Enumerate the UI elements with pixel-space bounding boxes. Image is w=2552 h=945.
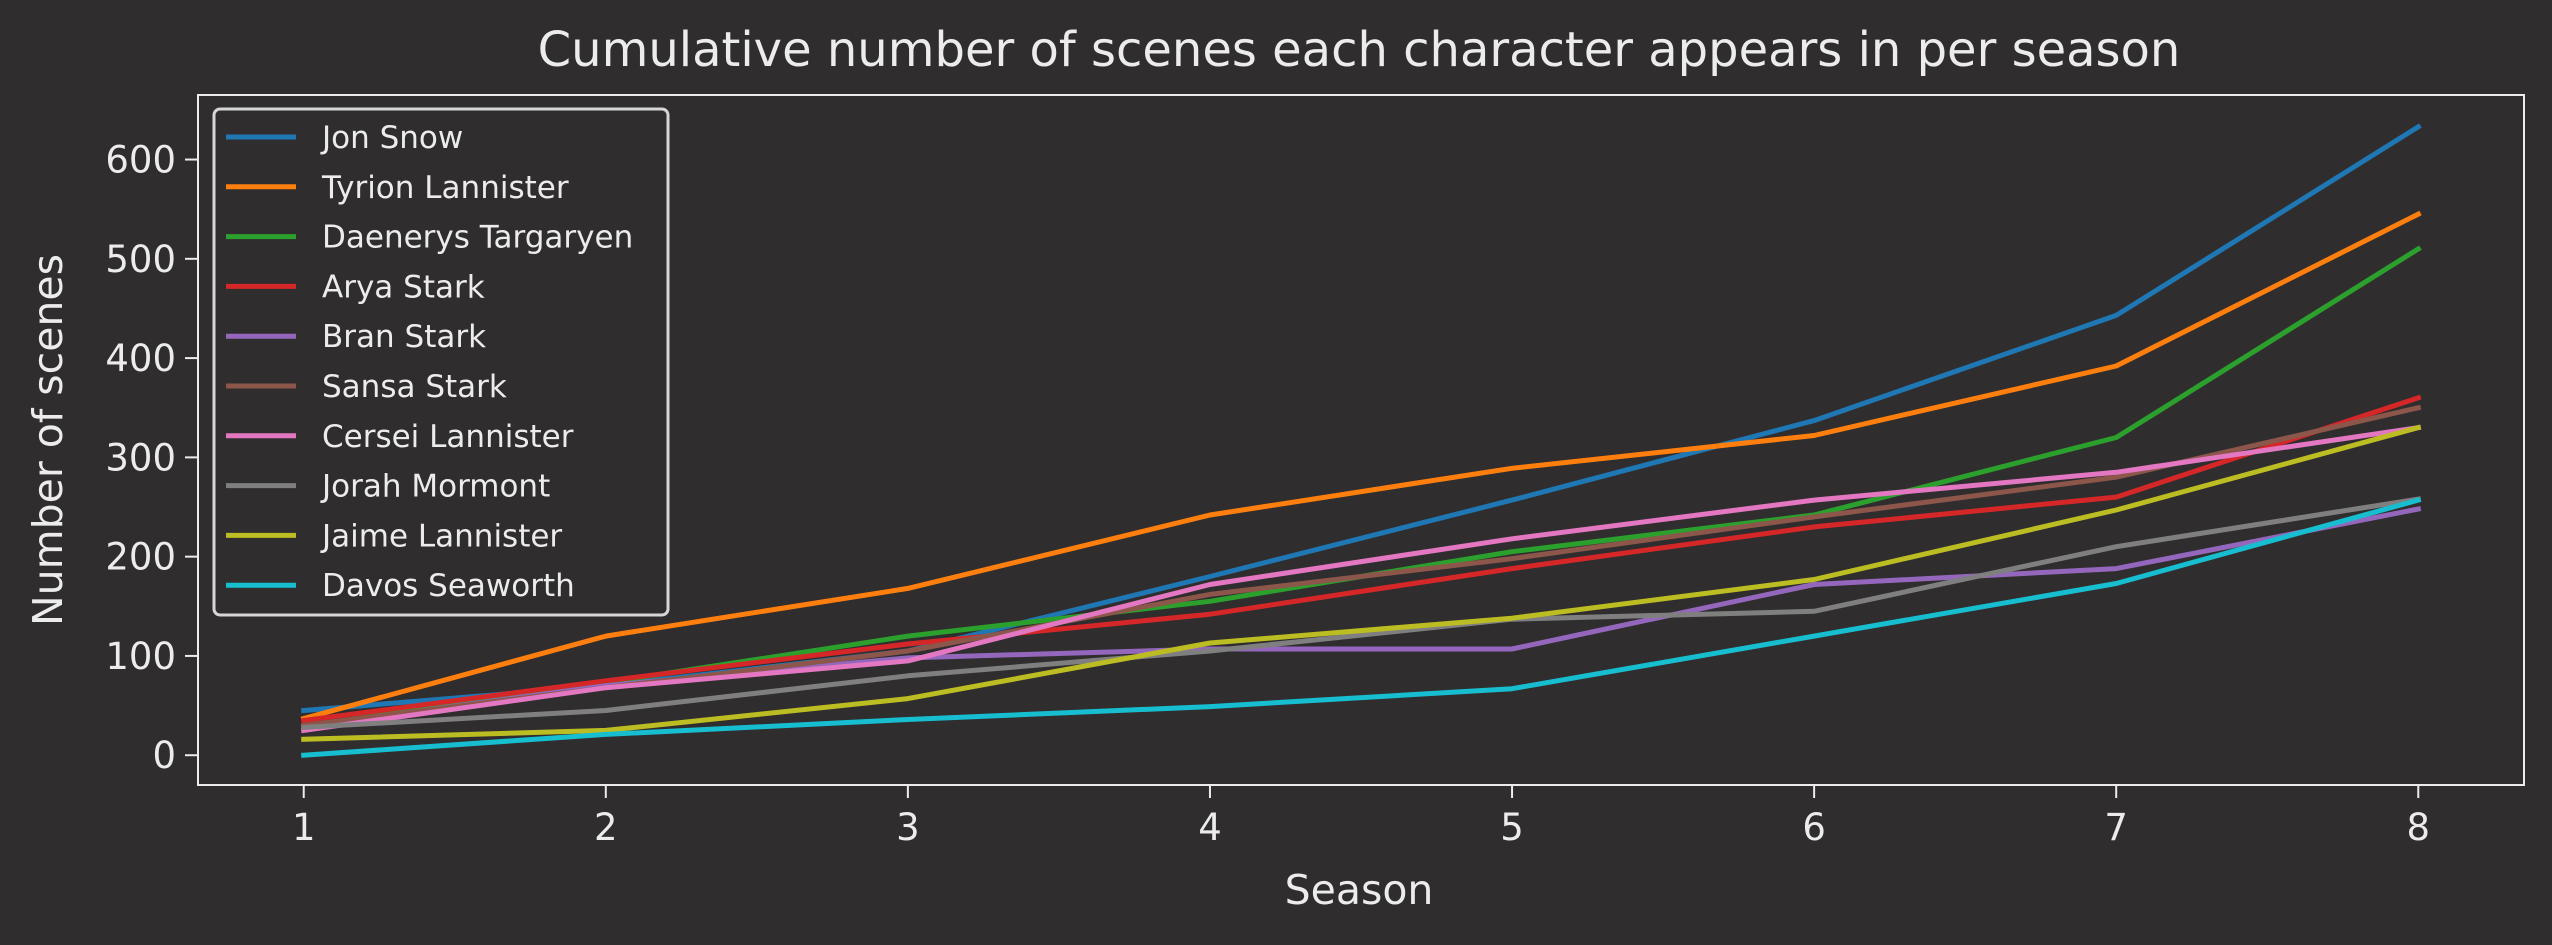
x-tick-label: 5 bbox=[1500, 806, 1524, 849]
x-tick-label: 3 bbox=[896, 806, 920, 849]
plot-frame bbox=[197, 94, 2525, 786]
series-line-6 bbox=[300, 424, 2422, 734]
series-lines bbox=[300, 123, 2422, 758]
legend-entry: Jaime Lannister bbox=[320, 518, 562, 554]
x-tick-label: 7 bbox=[2104, 806, 2128, 849]
y-axis-label: Number of scenes bbox=[24, 254, 72, 626]
x-tick-label: 2 bbox=[594, 806, 618, 849]
x-tick-label: 1 bbox=[292, 806, 316, 849]
series-line-7 bbox=[301, 496, 2422, 731]
x-tick-label: 6 bbox=[1802, 806, 1826, 849]
legend-entry: Daenerys Targaryen bbox=[322, 220, 633, 256]
y-tick-label: 100 bbox=[105, 635, 176, 678]
y-tick-label: 500 bbox=[105, 238, 176, 281]
y-tick-label: 200 bbox=[105, 536, 176, 579]
legend-entry: Jon Snow bbox=[320, 120, 463, 156]
x-tick-label: 8 bbox=[2406, 806, 2430, 849]
legend-entry: Jorah Mormont bbox=[320, 469, 550, 505]
legend-frame bbox=[212, 107, 670, 617]
legend-entry: Davos Seaworth bbox=[322, 568, 575, 604]
series-line-8 bbox=[301, 424, 2422, 742]
x-tick-label: 4 bbox=[1198, 806, 1222, 849]
legend-entry: Cersei Lannister bbox=[322, 419, 574, 455]
series-line-3 bbox=[300, 394, 2422, 724]
legend-entry: Tyrion Lannister bbox=[321, 170, 569, 206]
y-axis: 0 100 200 300 400 500 600 bbox=[105, 139, 198, 777]
y-tick-label: 300 bbox=[105, 436, 176, 479]
series-line-1 bbox=[300, 210, 2422, 722]
legend: Jon Snow Tyrion Lannister Daenerys Targary… bbox=[212, 107, 670, 617]
legend-entry: Bran Stark bbox=[322, 319, 486, 355]
y-tick-label: 400 bbox=[105, 337, 176, 380]
chart-title: Cumulative number of scenes each charact… bbox=[538, 22, 2181, 78]
x-axis: 1 2 3 4 5 6 7 8 bbox=[292, 785, 2430, 849]
legend-entry: Arya Stark bbox=[322, 269, 485, 305]
y-tick-label: 0 bbox=[152, 734, 176, 777]
x-axis-label: Season bbox=[1285, 866, 1434, 914]
series-line-9 bbox=[301, 497, 2422, 758]
plot-area bbox=[197, 94, 2525, 786]
y-tick-label: 600 bbox=[105, 139, 176, 182]
legend-entry: Sansa Stark bbox=[322, 369, 507, 405]
